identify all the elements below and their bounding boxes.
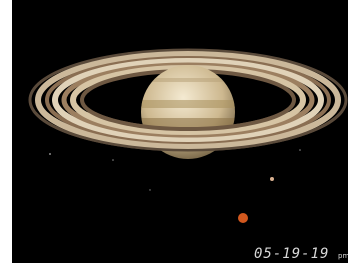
date-label: 05-19-19 bbox=[254, 246, 329, 262]
moon bbox=[270, 177, 274, 181]
moon bbox=[238, 213, 248, 223]
time-suffix: pm bbox=[338, 252, 348, 260]
page: 05-19-19 pm (() => { const data = JSON.p… bbox=[0, 0, 348, 263]
screenshot: 05-19-19 pm bbox=[0, 0, 348, 263]
